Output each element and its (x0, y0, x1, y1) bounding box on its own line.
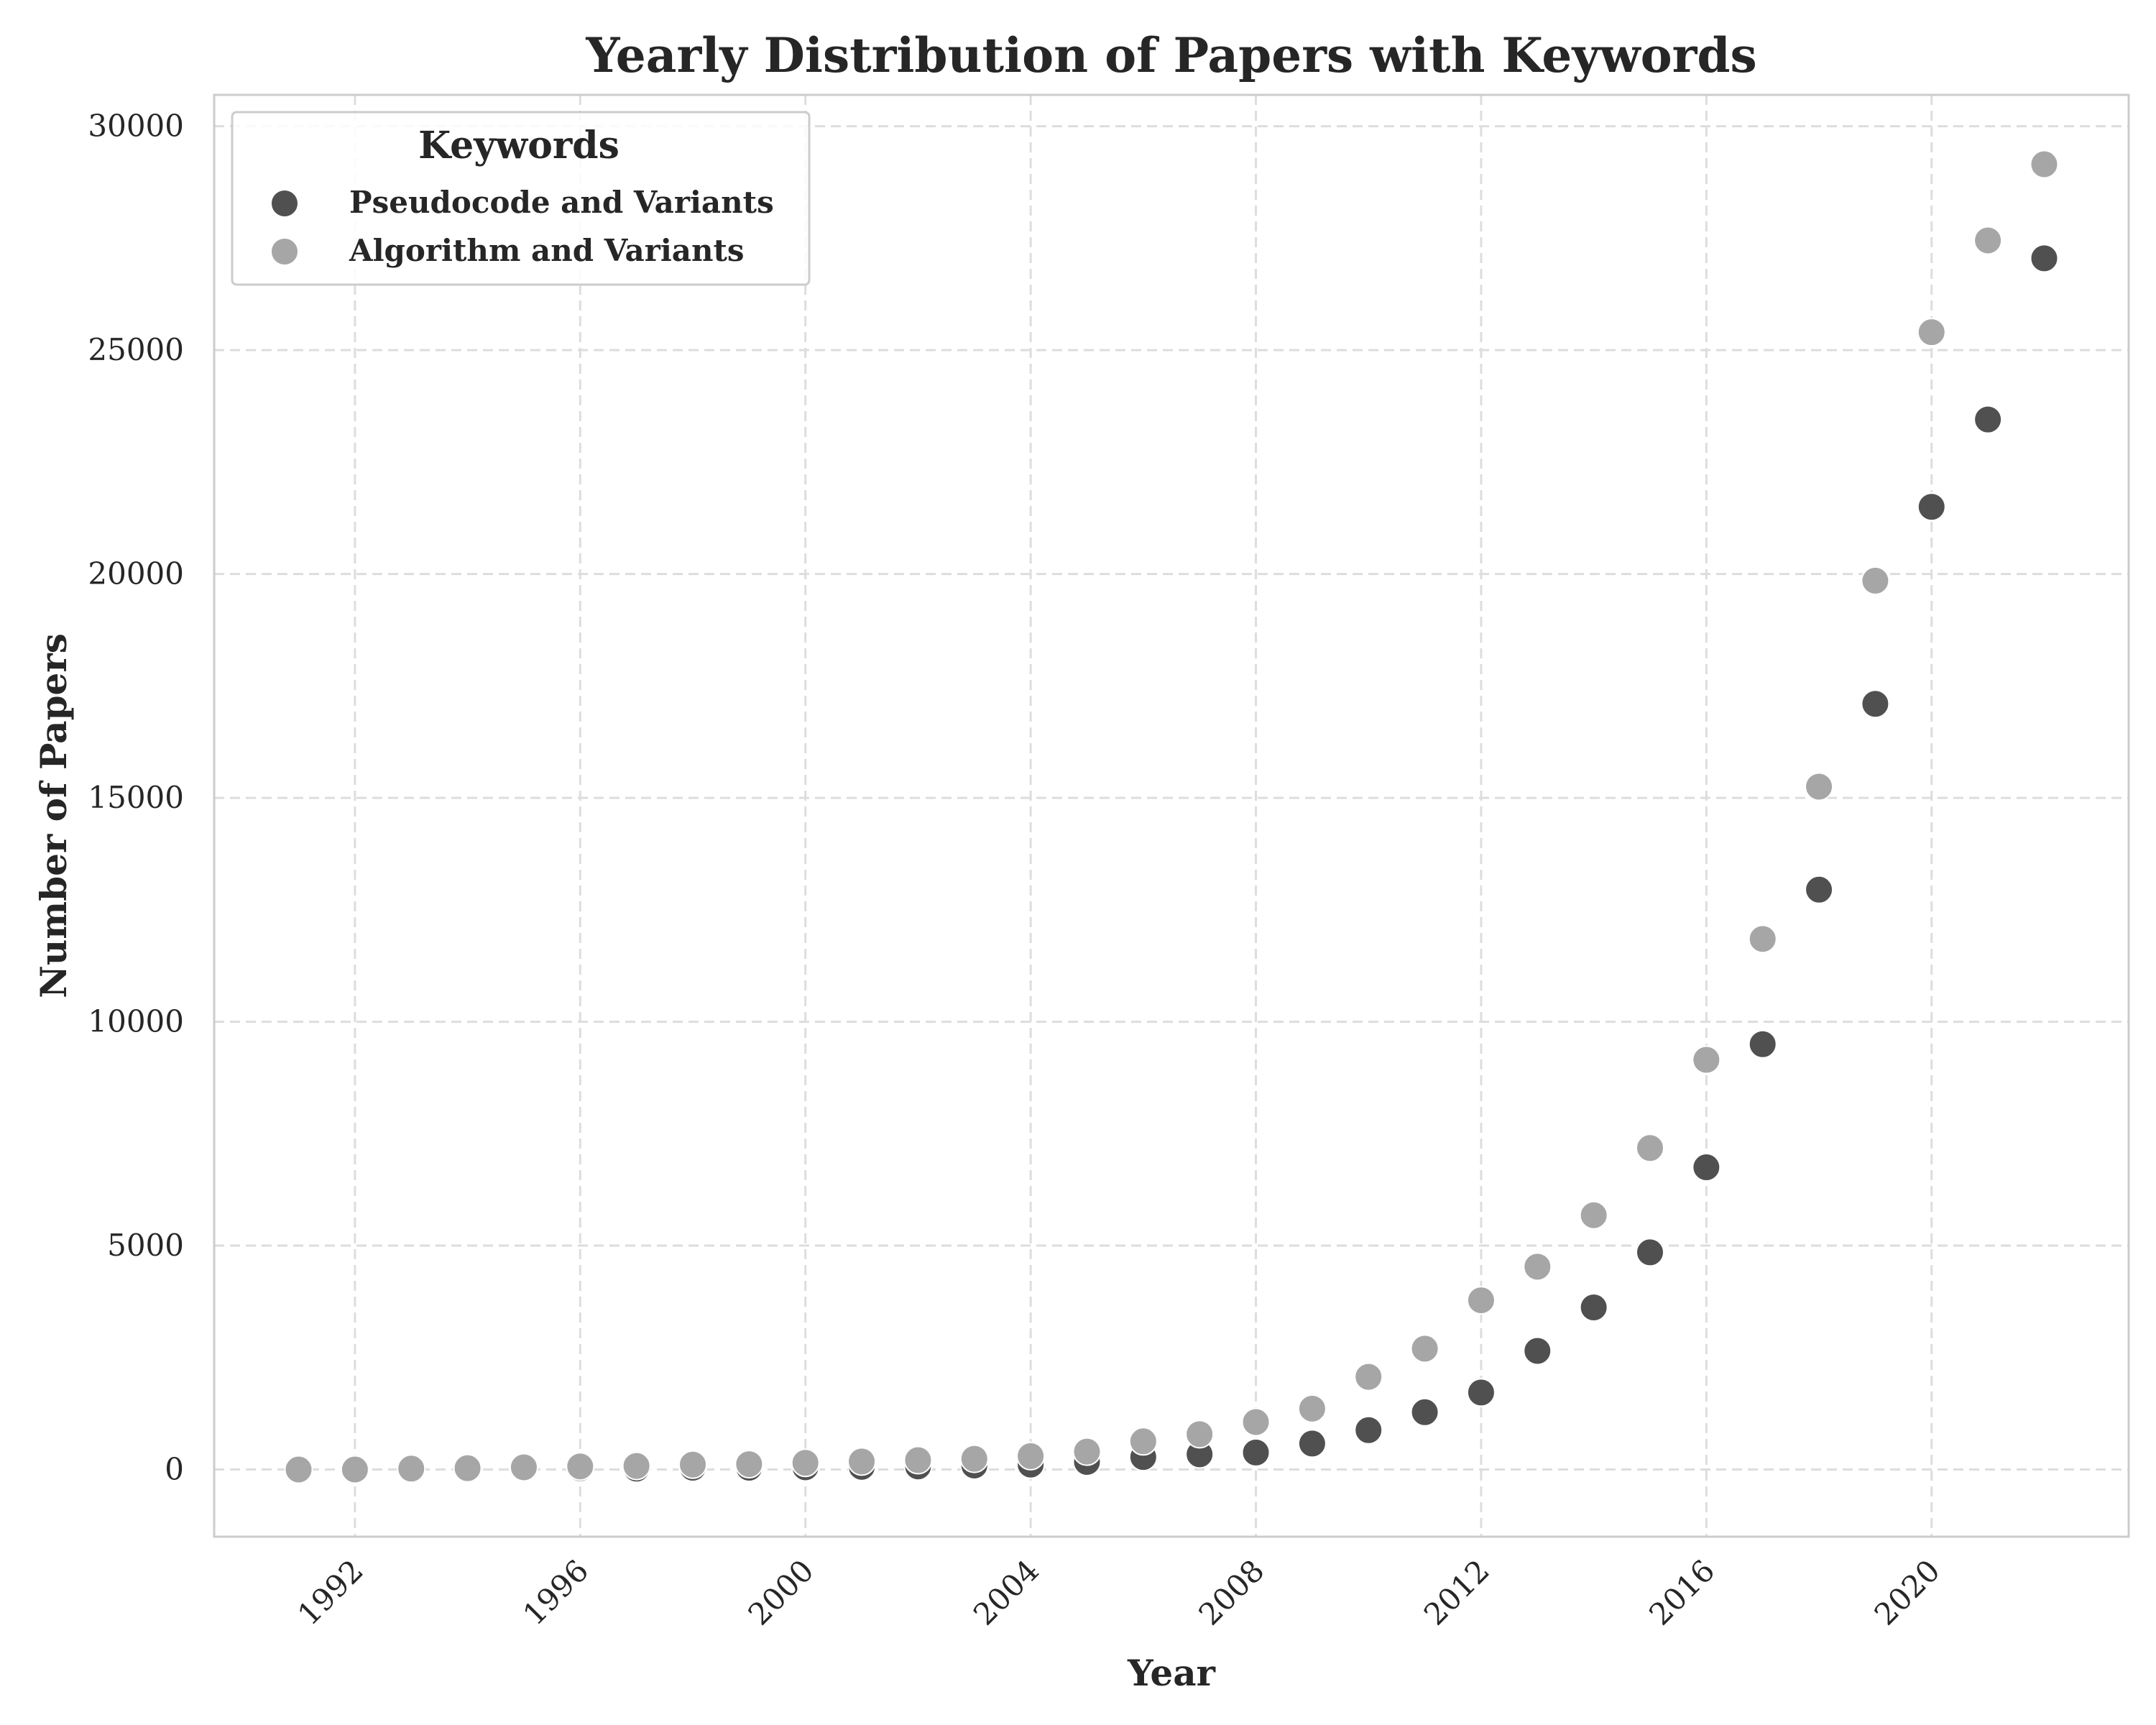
y-tick-label: 25000 (88, 332, 184, 367)
data-point (1297, 1394, 1327, 1423)
data-point (1523, 1336, 1552, 1366)
data-point (1917, 492, 1946, 522)
y-axis-label: Number of Papers (32, 633, 75, 998)
data-point (1072, 1437, 1102, 1466)
y-tick-label: 20000 (88, 556, 184, 592)
data-point (1805, 875, 1834, 904)
data-point (2030, 244, 2059, 273)
legend-label-algorithm: Algorithm and Variants (349, 233, 745, 268)
legend-marker-pseudocode (270, 189, 299, 218)
data-point (1523, 1252, 1552, 1282)
y-tick-label: 5000 (107, 1228, 184, 1263)
data-point (2030, 150, 2059, 179)
data-point (1354, 1362, 1383, 1392)
data-point (847, 1447, 877, 1476)
data-point (1917, 318, 1946, 347)
data-point (734, 1450, 764, 1479)
data-point (1410, 1334, 1439, 1363)
data-point (1241, 1407, 1271, 1437)
data-point (397, 1454, 426, 1484)
data-point (509, 1453, 538, 1482)
data-point (1636, 1133, 1664, 1163)
data-point (1297, 1429, 1327, 1458)
data-point (1128, 1427, 1158, 1456)
legend-marker-algorithm (270, 237, 299, 266)
data-point (959, 1444, 989, 1473)
data-point (1241, 1438, 1271, 1467)
data-point (1861, 689, 1890, 719)
data-point (791, 1448, 820, 1478)
data-point (566, 1452, 595, 1481)
data-point (1692, 1045, 1721, 1075)
legend: Keywords Pseudocode and Variants Algorit… (231, 111, 811, 286)
legend-label-pseudocode: Pseudocode and Variants (349, 185, 774, 220)
data-point (1466, 1286, 1496, 1315)
legend-box (231, 111, 811, 286)
data-point (453, 1453, 482, 1483)
data-point (1579, 1293, 1608, 1322)
x-axis-label: Year (1127, 1652, 1216, 1694)
data-point (1748, 1029, 1777, 1059)
y-tick-label: 30000 (88, 109, 184, 144)
data-point (903, 1445, 933, 1475)
series-1 (284, 150, 2059, 1484)
legend-title: Keywords (418, 124, 619, 167)
data-point (1748, 924, 1777, 954)
plot-frame (213, 93, 2130, 1538)
data-point (1354, 1415, 1383, 1445)
data-point (1466, 1378, 1496, 1407)
data-point (1579, 1200, 1608, 1230)
data-point (1410, 1397, 1439, 1427)
data-point (622, 1451, 651, 1481)
data-point (340, 1455, 369, 1484)
y-tick-label: 15000 (88, 780, 184, 815)
data-point (678, 1450, 707, 1479)
data-point (1692, 1153, 1721, 1182)
data-point (1016, 1441, 1046, 1471)
data-point (1185, 1420, 1215, 1449)
data-point (1973, 226, 2003, 255)
y-tick-label: 0 (165, 1452, 184, 1487)
data-point (284, 1455, 313, 1484)
y-tick-label: 10000 (88, 1004, 184, 1039)
data-point (1973, 405, 2003, 434)
data-points (284, 150, 2059, 1484)
chart-title: Yearly Distribution of Papers with Keywo… (585, 27, 1756, 83)
data-point (1636, 1238, 1664, 1267)
data-point (1861, 566, 1890, 595)
data-point (1805, 772, 1834, 801)
